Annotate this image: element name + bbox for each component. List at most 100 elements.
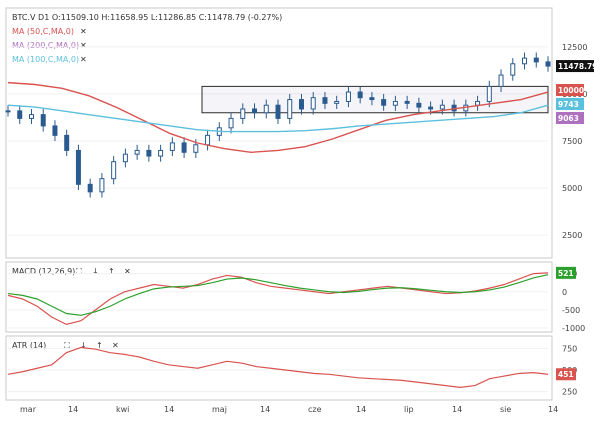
macd-title: MACD (12,26,9) [12, 267, 75, 276]
candle-body [17, 110, 23, 119]
atr-line-0 [7, 346, 549, 388]
atr-tool-icon: ↓ [80, 341, 87, 350]
price-y-tick: 7500 [562, 137, 582, 146]
candle-body [287, 99, 293, 119]
overlay-close-icon: ✕ [80, 41, 87, 50]
candle-body [498, 74, 504, 87]
candle-body [310, 97, 316, 110]
x-axis-label: 14 [68, 405, 78, 414]
macd-panel [5, 261, 553, 333]
last-price-tag: 11478.79 [558, 62, 597, 71]
candle-body [298, 99, 304, 110]
right-tag-bg [556, 84, 584, 96]
candle-body [64, 134, 70, 151]
grid-layer [8, 46, 548, 393]
atr-value-tag: 451 [558, 370, 574, 379]
overlay-label: MA (100,C,MA,0) [12, 55, 79, 64]
candle-body [169, 142, 175, 151]
candle-body [334, 100, 340, 104]
candle-body [475, 100, 481, 106]
right-tag-bg [556, 98, 584, 110]
overlay-close-icon: ✕ [80, 27, 87, 36]
x-axis-label: sie [500, 405, 511, 414]
candle-body [381, 99, 387, 106]
macd-line-1 [7, 274, 549, 316]
axis-layer: 250050007500100001250011478.791000097439… [20, 43, 597, 414]
candle-body [28, 114, 34, 119]
atr-y-tick: 250 [562, 388, 577, 397]
right-tag-bg [556, 112, 584, 124]
candle-body [111, 161, 117, 180]
panel-headers: MACD (12,26,9) ATR (14) ⛶ ↓ ↑ ✕ ⛶ ↓ ↑ ✕ [12, 267, 131, 350]
macd-line-0 [7, 272, 549, 326]
candle-body [275, 104, 281, 119]
price-panel [5, 7, 553, 259]
atr-tool-icon: ⛶ [63, 341, 70, 350]
x-axis-label: 14 [260, 405, 270, 414]
candle-body [40, 114, 46, 127]
ma-line-0 [7, 81, 549, 154]
candle-body [252, 108, 258, 114]
atr-tool-icon: ✕ [112, 341, 119, 350]
atr-layer [7, 346, 549, 388]
x-axis-label: kwi [116, 405, 129, 414]
x-axis-label: maj [212, 405, 227, 414]
candle-body [510, 63, 516, 76]
macd-tool-icon: ⛶ [75, 267, 82, 276]
macd-value-tag-bg [556, 266, 576, 279]
x-axis-label: cze [308, 405, 322, 414]
x-axis-label: 14 [452, 405, 462, 414]
atr-value-tag-bg [556, 368, 576, 381]
candle-body [240, 108, 246, 119]
atr-panel [5, 335, 553, 401]
candle-body [322, 97, 328, 104]
candle-body [181, 142, 187, 153]
overlay-close-icon: ✕ [80, 55, 87, 64]
macd-value-tag: 521 [558, 269, 574, 278]
macd-y-tick: 0 [562, 288, 567, 297]
candle-body [5, 110, 11, 113]
candle-body [416, 102, 422, 108]
candle-body [404, 100, 410, 104]
macd-tool-icon: ↓ [92, 267, 99, 276]
macd-y-tick: -500 [562, 306, 580, 315]
candle-body [99, 178, 105, 193]
candle-body [486, 85, 492, 102]
candle-body [263, 104, 269, 114]
macd-tool-icon: ✕ [124, 267, 131, 276]
x-axis-label: lip [404, 405, 414, 414]
right-tag-label: 10000 [558, 86, 584, 95]
candle-body [158, 149, 164, 157]
x-axis-label: mar [20, 405, 37, 414]
price-y-tick: 5000 [562, 184, 582, 193]
candle-body [545, 61, 551, 67]
ma-line-2 [7, 104, 549, 133]
candle-body [193, 144, 199, 153]
candle-body [369, 97, 375, 101]
atr-y-tick: 750 [562, 344, 577, 353]
candle-body [428, 106, 434, 110]
candle-body [205, 134, 211, 146]
overlay-label: MA (200,C,MA,0) [12, 41, 79, 50]
candle-body [533, 57, 539, 63]
candle-body [52, 125, 58, 136]
price-layer [5, 52, 551, 198]
atr-tool-icon: ↑ [96, 341, 103, 350]
right-tag-label: 9743 [558, 100, 579, 109]
right-tag-label: 9063 [558, 114, 579, 123]
macd-y-tick: -1000 [562, 324, 585, 333]
last-price-tag-bg [556, 60, 594, 73]
candle-body [146, 149, 152, 157]
overlay-legend: MA (50,C,MA,0) ✕MA (200,C,MA,0) ✕MA (100,C… [12, 27, 87, 64]
x-axis-label: 14 [356, 405, 366, 414]
chart-title: BTC.V D1 O:11509.10 H:11658.95 L:11286.8… [12, 13, 282, 22]
candle-body [228, 117, 234, 129]
candle-body [522, 57, 528, 65]
candle-body [134, 149, 140, 155]
candle-body [392, 100, 398, 106]
price-y-tick: 2500 [562, 231, 582, 240]
x-axis-label: 14 [548, 405, 558, 414]
candle-body [439, 104, 445, 110]
